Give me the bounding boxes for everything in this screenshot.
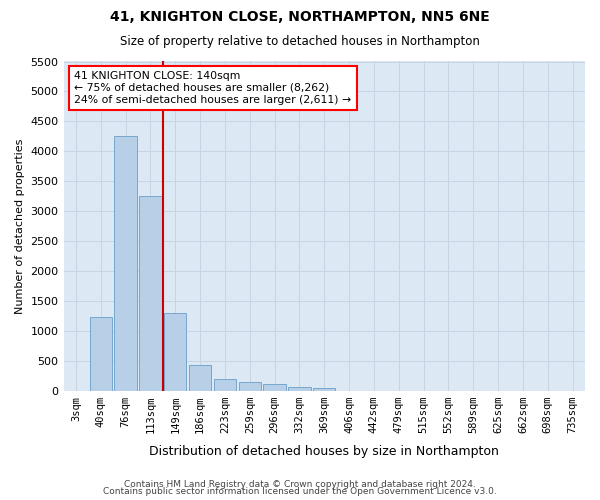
Bar [189, 366, 211, 391]
Y-axis label: Number of detached properties: Number of detached properties [15, 138, 25, 314]
Bar [139, 196, 161, 391]
Text: Contains HM Land Registry data © Crown copyright and database right 2024.: Contains HM Land Registry data © Crown c… [124, 480, 476, 489]
Bar [214, 379, 236, 391]
Bar [164, 313, 187, 391]
Text: 41, KNIGHTON CLOSE, NORTHAMPTON, NN5 6NE: 41, KNIGHTON CLOSE, NORTHAMPTON, NN5 6NE [110, 10, 490, 24]
Bar [313, 388, 335, 391]
Bar [288, 387, 311, 391]
Text: Size of property relative to detached houses in Northampton: Size of property relative to detached ho… [120, 35, 480, 48]
Bar [239, 382, 261, 391]
Bar [89, 318, 112, 391]
Bar [115, 136, 137, 391]
X-axis label: Distribution of detached houses by size in Northampton: Distribution of detached houses by size … [149, 444, 499, 458]
Text: Contains public sector information licensed under the Open Government Licence v3: Contains public sector information licen… [103, 487, 497, 496]
Bar [263, 384, 286, 391]
Text: 41 KNIGHTON CLOSE: 140sqm
← 75% of detached houses are smaller (8,262)
24% of se: 41 KNIGHTON CLOSE: 140sqm ← 75% of detac… [74, 72, 351, 104]
